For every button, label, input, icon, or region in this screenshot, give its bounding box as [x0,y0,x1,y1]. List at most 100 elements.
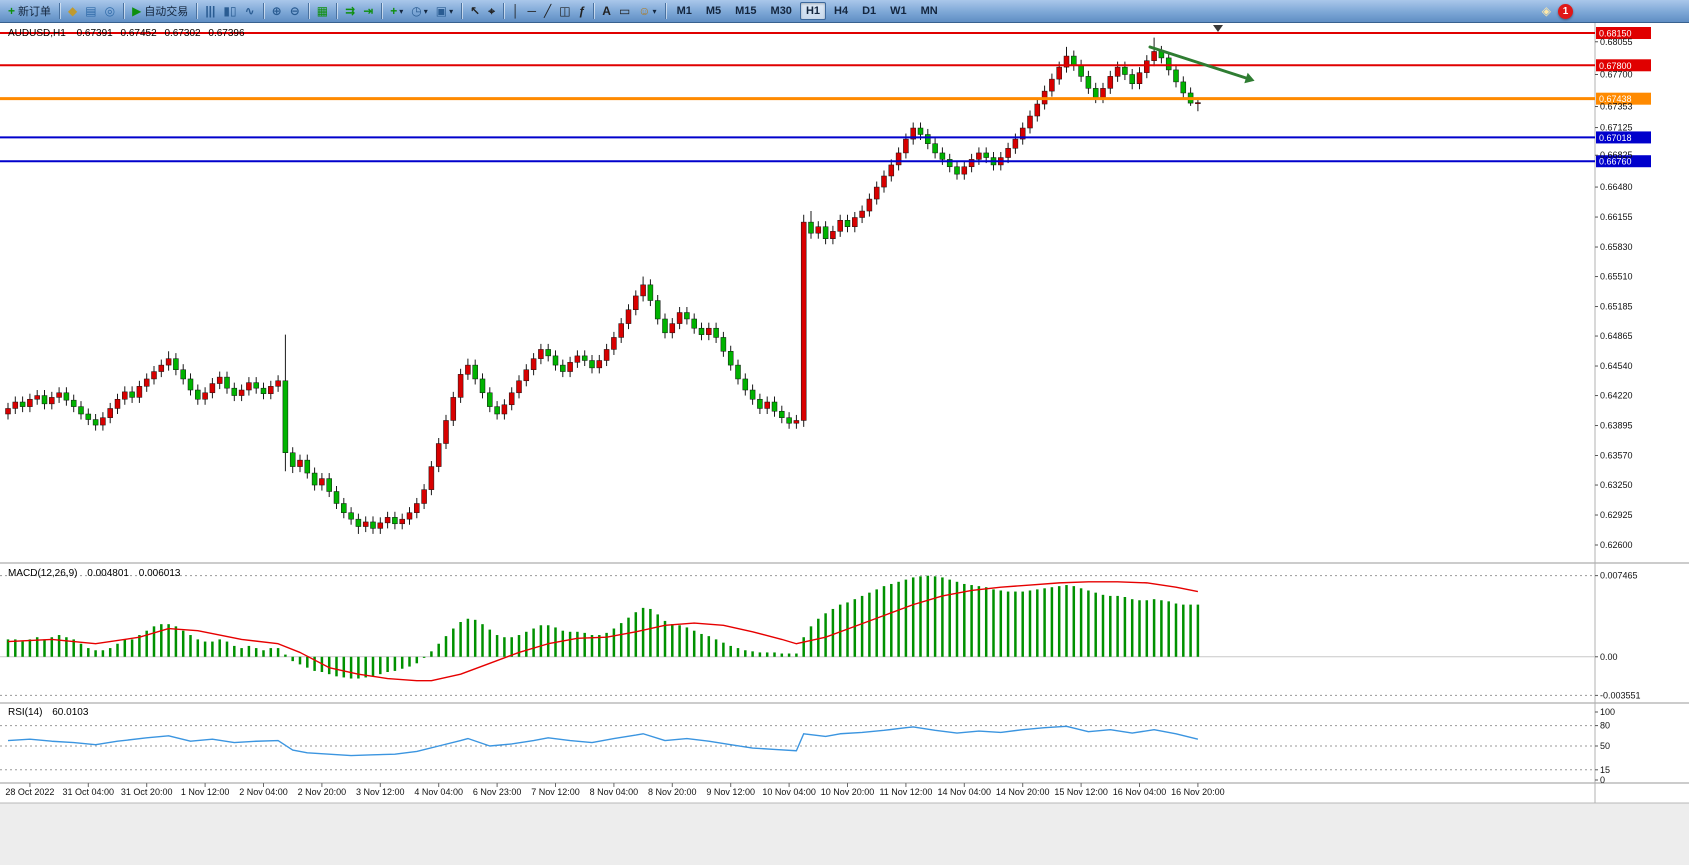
dropdown-arrow-icon: ▾ [652,6,657,16]
dropdown-arrow-icon: ▾ [399,6,404,16]
timeframe-d1-button[interactable]: D1 [862,5,877,17]
candlestick-chart-button[interactable]: ▮▯ [220,2,239,21]
candles-layer [5,37,1201,534]
tile-windows-button[interactable]: ▦ [314,2,331,21]
svg-text:31 Oct 20:00: 31 Oct 20:00 [121,787,173,797]
auto-scroll-button[interactable]: ⇉ [342,2,358,21]
svg-text:0.67700: 0.67700 [1600,70,1633,80]
new-order-button[interactable]: + 新订单 [5,2,54,21]
channel-button[interactable]: ◫ [556,2,573,21]
zoom-out-icon: ⊖ [289,4,300,18]
arrows-button[interactable]: ☺ ▾ [635,2,659,21]
chart-shift-button[interactable]: ⇥ [360,2,376,21]
text-label-button[interactable]: ▭ [616,2,633,21]
svg-text:10 Nov 20:00: 10 Nov 20:00 [821,787,875,797]
autotrading-button[interactable]: ▶ 自动交易 [129,2,191,21]
line-chart-icon: ∿ [244,4,255,18]
svg-text:0.63250: 0.63250 [1600,480,1633,490]
svg-text:-0.003551: -0.003551 [1600,690,1641,700]
svg-text:0.66825: 0.66825 [1600,150,1633,160]
notification-badge[interactable]: 1 [1558,3,1573,19]
tray-icon: ◈ [1541,4,1551,18]
toolbar-separator [307,3,309,19]
price-line[interactable]: 0.66760 [0,155,1651,168]
svg-text:1 Nov 12:00: 1 Nov 12:00 [181,787,230,797]
timeframe-mn-button[interactable]: MN [920,5,938,17]
fibonacci-button[interactable]: ƒ [576,2,589,21]
horizontal-line-icon: ─ [527,4,536,18]
svg-text:0.67353: 0.67353 [1600,102,1633,112]
timeframe-h1-button[interactable]: H1 [799,2,826,20]
price-line[interactable]: 0.67438 [0,92,1651,105]
chart-region[interactable]: 0.68150 0.67800 0.67438 0.67018 0.66760 0.680… [0,23,1689,865]
timeframe-m5-button[interactable]: M5 [705,5,722,17]
new-order-icon: + [8,4,16,18]
horizontal-line-button[interactable]: ─ [524,2,539,21]
text-icon: A [602,4,611,18]
trendline-icon: ╱ [544,4,552,18]
svg-text:0.007465: 0.007465 [1600,571,1638,581]
printer-icon: ▤ [85,4,97,18]
svg-text:0.62600: 0.62600 [1600,540,1633,550]
dropdown-arrow-icon: ▾ [449,6,454,16]
price-line[interactable]: 0.67800 [0,59,1651,72]
sound-button[interactable]: ◎ [102,2,118,21]
svg-text:10 Nov 04:00: 10 Nov 04:00 [762,787,816,797]
svg-text:0.66760: 0.66760 [1599,157,1632,167]
chart-shift-icon: ⇥ [363,4,374,18]
toolbar-separator [123,3,125,19]
autotrading-button-label: 自动交易 [144,6,189,18]
cursor-button[interactable]: ↖ [467,2,483,21]
zoom-out-button[interactable]: ⊖ [287,2,303,21]
svg-text:0.00: 0.00 [1600,652,1618,662]
text-button[interactable]: A [599,2,614,21]
dropdown-arrow-icon: ▾ [423,6,428,16]
channel-icon: ◫ [559,4,571,18]
svg-text:50: 50 [1600,741,1610,751]
print-button[interactable]: ▤ [82,2,99,21]
crosshair-button[interactable]: ⌖ [485,2,498,21]
bar-chart-button[interactable]: ||| [202,2,218,21]
toolbar: + 新订单 ◆ ▤ ◎ ▶ 自动交易 ||| ▮▯ ∿ ⊕ ⊖ ▦ ⇉ ⇥ + ▾ ◷ ▾ ▣ ▾ ↖ ⌖ │ ─ ╱ ◫ ƒ A ▭ ☺ ▾… [0,0,1689,23]
fibonacci-icon: ƒ [578,4,586,18]
toolbar-separator [196,3,198,19]
zoom-in-button[interactable]: ⊕ [269,2,285,21]
timeframe-m1-button[interactable]: M1 [676,5,692,17]
clock-icon: ◷ [411,4,422,18]
toolbar-separator [461,3,463,19]
svg-text:0.65185: 0.65185 [1600,302,1633,312]
chart-shift-marker[interactable] [1213,25,1223,32]
trendline-button[interactable]: ╱ [541,2,554,21]
periods-button[interactable]: ◷ ▾ [408,2,431,21]
svg-text:7 Nov 12:00: 7 Nov 12:00 [531,787,580,797]
rsi-layer: 100 80 50 150 [0,707,1615,785]
indicators-plus-icon: + [390,4,398,18]
indicators-button[interactable]: + ▾ [387,2,406,21]
price-line[interactable]: 0.67018 [0,131,1651,144]
svg-text:0.62925: 0.62925 [1600,510,1633,520]
svg-text:0.64220: 0.64220 [1600,391,1633,401]
zoom-in-icon: ⊕ [271,4,282,18]
trend-arrow-annotation[interactable] [1148,45,1255,84]
speaker-icon: ◎ [104,4,116,18]
timeframe-h4-button[interactable]: H4 [834,5,849,17]
timeframe-m15-button[interactable]: M15 [735,5,757,17]
line-chart-button[interactable]: ∿ [242,2,258,21]
toolbar-separator [664,3,666,19]
price-line[interactable]: 0.68150 [0,27,1651,39]
svg-text:0.67018: 0.67018 [1599,133,1632,143]
rsi-label: RSI(14) 60.0103 [8,707,89,718]
svg-text:2 Nov 20:00: 2 Nov 20:00 [298,787,347,797]
chart-background [0,23,1689,865]
templates-button[interactable]: ▣ ▾ [433,2,456,21]
toolbar-separator [593,3,595,19]
timeframe-w1-button[interactable]: W1 [890,5,907,17]
timeframe-m30-button[interactable]: M30 [770,5,792,17]
template-icon: ▣ [435,4,448,18]
svg-text:8 Nov 20:00: 8 Nov 20:00 [648,787,697,797]
svg-text:9 Nov 12:00: 9 Nov 12:00 [706,787,755,797]
charts-button[interactable]: ◆ [65,2,80,21]
vertical-line-button[interactable]: │ [509,2,523,21]
svg-text:16 Nov 20:00: 16 Nov 20:00 [1171,787,1225,797]
cursor-arrow-icon: ↖ [470,4,481,18]
